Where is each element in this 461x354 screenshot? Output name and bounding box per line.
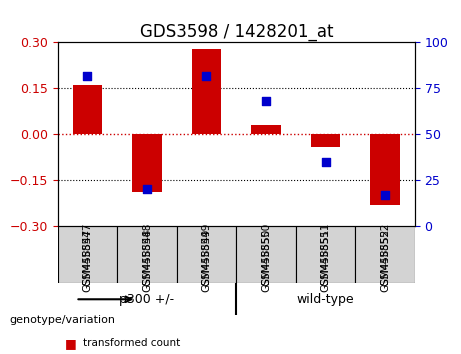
Point [203, 73, 210, 78]
Text: GSM458552: GSM458552 [380, 229, 390, 292]
FancyBboxPatch shape [177, 226, 236, 284]
Text: ■: ■ [65, 337, 76, 350]
Text: GSM458552: GSM458552 [380, 223, 390, 286]
Text: GSM458547: GSM458547 [83, 223, 92, 286]
Title: GDS3598 / 1428201_at: GDS3598 / 1428201_at [140, 23, 333, 41]
FancyBboxPatch shape [355, 226, 415, 284]
FancyBboxPatch shape [58, 226, 117, 284]
FancyBboxPatch shape [117, 226, 177, 284]
Text: p300 +/-: p300 +/- [119, 293, 175, 306]
Text: transformed count: transformed count [83, 338, 180, 348]
Text: GSM458551: GSM458551 [320, 223, 331, 286]
Bar [132, 134, 162, 193]
Text: GSM458548: GSM458548 [142, 229, 152, 292]
FancyBboxPatch shape [296, 226, 355, 284]
Bar [251, 125, 281, 134]
Text: GSM458548: GSM458548 [142, 223, 152, 286]
Text: GSM458547: GSM458547 [83, 229, 92, 292]
Bar [72, 85, 102, 134]
Text: GSM458550: GSM458550 [261, 223, 271, 286]
FancyBboxPatch shape [236, 226, 296, 284]
Point [322, 159, 329, 165]
Text: genotype/variation: genotype/variation [9, 315, 115, 325]
Point [381, 192, 389, 198]
Point [262, 98, 270, 104]
Text: GSM458549: GSM458549 [201, 223, 212, 286]
Bar [370, 134, 400, 205]
Text: GSM458550: GSM458550 [261, 229, 271, 292]
Text: GSM458551: GSM458551 [320, 229, 331, 292]
Text: GSM458549: GSM458549 [201, 229, 212, 292]
Bar [311, 134, 341, 147]
Point [84, 73, 91, 78]
Text: wild-type: wild-type [297, 293, 355, 306]
Point [143, 187, 151, 192]
Bar [192, 48, 221, 134]
